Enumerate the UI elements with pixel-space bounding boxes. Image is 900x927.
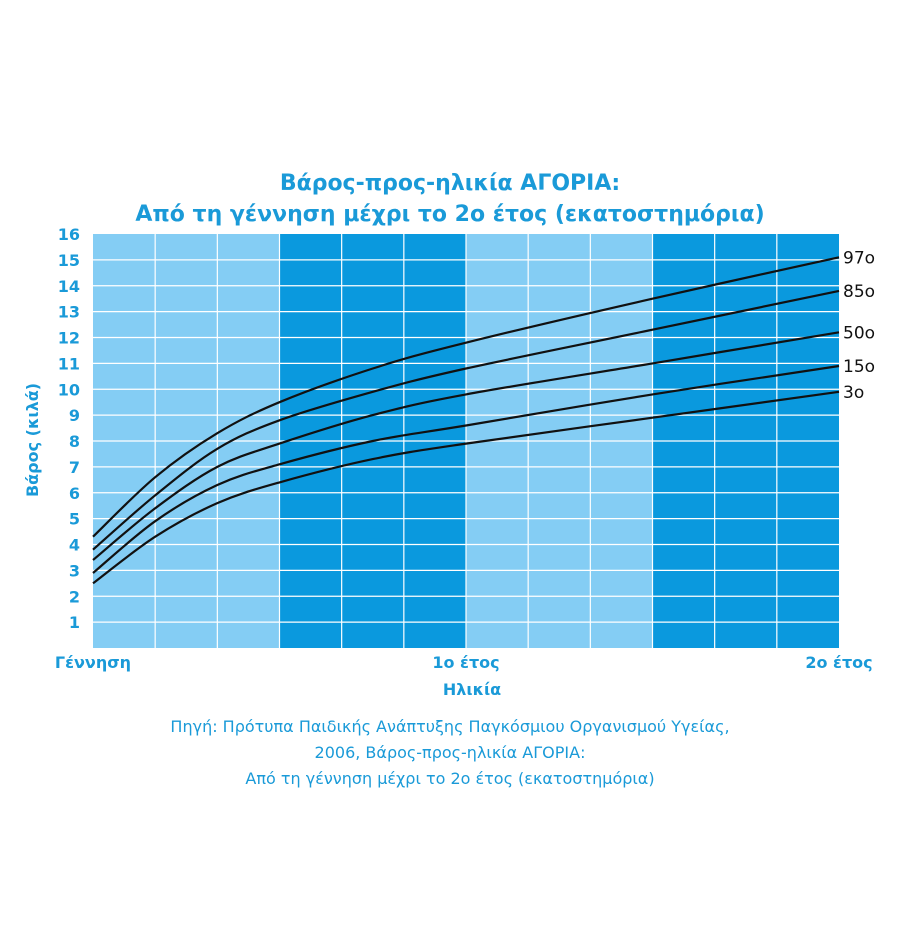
y-tick-label: 10	[58, 380, 80, 399]
source-line-2: 2006, Βάρος-προς-ηλικία ΑΓΟΡΙΑ:	[314, 743, 586, 762]
percentile-label: 97ο	[843, 248, 875, 268]
percentile-label: 50ο	[843, 323, 875, 343]
y-tick-label: 8	[69, 432, 80, 451]
chart-subtitle: Από τη γέννηση μέχρι το 2ο έτος (εκατοστ…	[135, 202, 765, 227]
y-tick-label: 16	[58, 225, 80, 244]
percentile-label: 3ο	[843, 383, 864, 403]
source-line-1: Πηγή: Πρότυπα Παιδικής Ανάπτυξης Παγκόσμ…	[170, 717, 730, 736]
y-tick-label: 12	[58, 329, 80, 348]
y-tick-label: 2	[69, 587, 80, 606]
y-tick-label: 9	[69, 406, 80, 425]
y-tick-label: 14	[58, 277, 80, 296]
percentile-curve	[92, 289, 840, 551]
percentile-label: 15ο	[843, 357, 875, 377]
chart-title: Βάρος-προς-ηλικία ΑΓΟΡΙΑ:	[279, 171, 621, 196]
x-tick-label: 2ο έτος	[805, 653, 872, 672]
x-axis-label: Ηλικία	[443, 680, 501, 699]
source-line-3: Από τη γέννηση μέχρι το 2ο έτος (εκατοστ…	[245, 769, 655, 788]
y-tick-label: 4	[69, 536, 80, 555]
y-tick-label: 5	[69, 510, 80, 529]
y-tick-label: 15	[58, 251, 80, 270]
source-note: Πηγή: Πρότυπα Παιδικής Ανάπτυξης Παγκόσμ…	[0, 714, 900, 792]
y-tick-label: 3	[69, 561, 80, 580]
y-tick-label: 11	[58, 354, 80, 373]
percentile-curve	[92, 390, 840, 585]
percentile-label: 85ο	[843, 282, 875, 302]
percentile-curve	[92, 256, 840, 538]
y-axis-label: Βάρος (κιλά)	[23, 383, 42, 497]
x-tick-label: Γέννηση	[55, 653, 131, 672]
y-tick-label: 7	[69, 458, 80, 477]
y-tick-label: 6	[69, 484, 80, 503]
percentile-curve	[92, 331, 840, 561]
percentile-curve	[92, 364, 840, 574]
y-tick-label: 13	[58, 303, 80, 322]
x-tick-label: 1ο έτος	[432, 653, 499, 672]
y-tick-label: 1	[69, 613, 80, 632]
